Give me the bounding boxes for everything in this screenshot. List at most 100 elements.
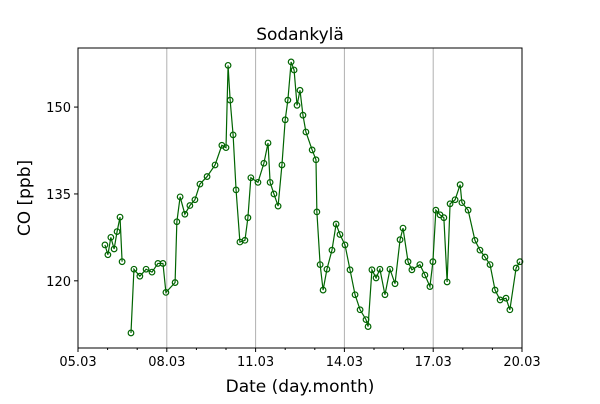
- series-line: [104, 216, 123, 262]
- data-point: [481, 253, 489, 261]
- data-point: [491, 286, 499, 294]
- x-tick-label: 05.03: [59, 355, 96, 370]
- data-point: [396, 236, 404, 244]
- data-point: [113, 228, 121, 235]
- data-point: [293, 101, 301, 109]
- data-point: [281, 116, 289, 124]
- data-point: [159, 260, 167, 267]
- data-point: [244, 214, 252, 222]
- data-point: [162, 289, 170, 296]
- data-point: [226, 96, 234, 104]
- data-point: [127, 329, 135, 337]
- data-point: [408, 266, 416, 274]
- data-point: [101, 241, 109, 249]
- x-tick-label: 17.03: [415, 355, 452, 370]
- data-point: [351, 291, 359, 299]
- data-point: [429, 258, 437, 266]
- data-point: [381, 291, 389, 299]
- data-point: [130, 265, 138, 273]
- chart-title: Sodankylä: [256, 25, 344, 45]
- data-point: [362, 316, 370, 324]
- data-point: [104, 251, 112, 259]
- data-point: [391, 280, 399, 288]
- data-point: [274, 202, 282, 210]
- data-point: [336, 231, 344, 238]
- x-tick-label: 14.03: [326, 355, 363, 370]
- data-point: [222, 144, 230, 152]
- x-axis: 05.03 08.03 11.03 14.03 17.03 20.03: [59, 348, 541, 370]
- data-point: [416, 261, 424, 269]
- data-point: [270, 190, 278, 198]
- data-point: [110, 245, 118, 253]
- data-point: [173, 218, 181, 226]
- data-point: [443, 278, 451, 286]
- data-point: [440, 214, 448, 222]
- data-point: [346, 266, 354, 274]
- data-point: [426, 283, 434, 291]
- data-point: [264, 139, 272, 147]
- data-point: [319, 286, 327, 294]
- data-point: [313, 208, 321, 216]
- data-point: [506, 306, 514, 314]
- data-point: [432, 206, 440, 214]
- data-point: [247, 174, 255, 182]
- gridlines: [166, 48, 434, 348]
- data-point: [148, 268, 156, 276]
- series-line: [130, 61, 521, 333]
- data-point: [458, 199, 466, 207]
- data-point: [191, 196, 199, 204]
- data-point: [308, 146, 316, 154]
- data-point: [399, 224, 407, 232]
- data-point: [372, 274, 380, 282]
- x-tick-label: 20.03: [503, 355, 540, 370]
- data-point: [323, 265, 331, 273]
- data-point: [451, 196, 459, 204]
- data-point: [107, 233, 115, 241]
- data-point: [229, 131, 237, 139]
- data-point: [203, 173, 211, 180]
- data-point: [118, 258, 126, 266]
- data-point: [176, 193, 184, 201]
- data-point: [186, 202, 194, 209]
- data-point: [421, 271, 429, 279]
- data-point: [296, 86, 304, 94]
- data-point: [142, 265, 150, 273]
- x-tick-label: 08.03: [148, 355, 185, 370]
- data-point: [496, 296, 504, 304]
- data-point: [464, 206, 472, 214]
- data-point: [284, 96, 292, 104]
- data-point: [486, 261, 494, 269]
- data-point: [376, 265, 384, 273]
- data-point: [260, 159, 268, 167]
- data-point: [287, 58, 295, 66]
- data-point: [171, 279, 179, 286]
- data-point: [181, 210, 189, 218]
- y-tick-label: 150: [46, 101, 71, 116]
- data-point: [404, 258, 412, 266]
- data-point: [502, 294, 510, 302]
- data-point: [290, 66, 298, 74]
- y-tick-label: 135: [46, 188, 71, 203]
- y-tick-label: 120: [46, 275, 71, 290]
- data-point: [332, 220, 340, 228]
- data-point: [254, 178, 262, 186]
- data-point: [316, 261, 324, 269]
- data-point: [516, 258, 524, 266]
- data-point: [446, 200, 454, 208]
- y-axis-label: CO [ppb]: [15, 160, 35, 236]
- data-point: [266, 178, 274, 186]
- data-point: [471, 236, 479, 244]
- data-point: [456, 181, 464, 189]
- series-co: [101, 58, 524, 337]
- x-tick-label: 11.03: [237, 355, 274, 370]
- data-point: [211, 161, 219, 169]
- data-point: [232, 186, 240, 194]
- data-point: [241, 236, 249, 244]
- data-point: [476, 246, 484, 254]
- data-point: [302, 128, 310, 136]
- data-point: [328, 246, 336, 254]
- data-point: [299, 111, 307, 119]
- plot-frame: [77, 47, 523, 349]
- data-point: [341, 241, 349, 249]
